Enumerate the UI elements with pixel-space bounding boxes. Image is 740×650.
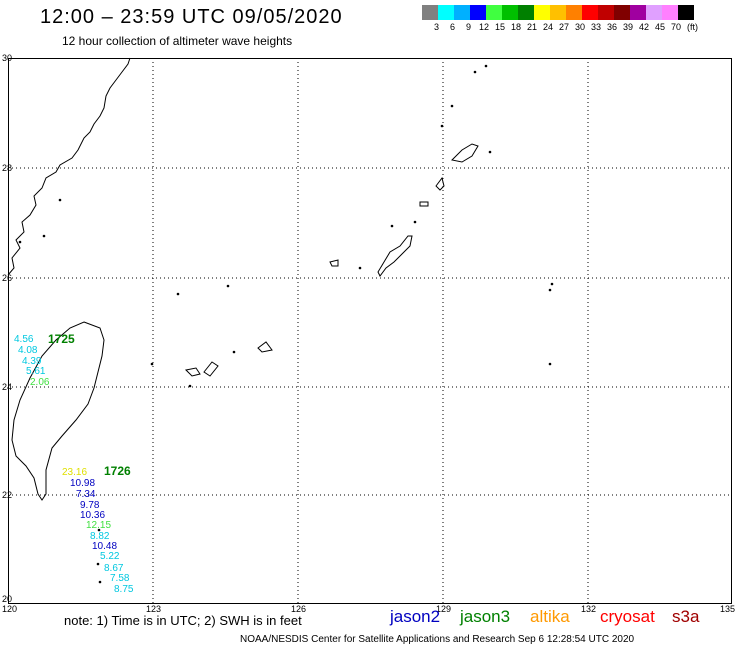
legend-swatch [454, 5, 470, 20]
legend-tick-label: 21 [527, 22, 538, 32]
satellite-s3a-label: s3a [672, 607, 700, 626]
wave-observations: 4.56 4.08 4.39 5.61 2.06 1725 23.16 10.9… [14, 332, 134, 595]
satellite-altika-label: altika [530, 607, 570, 626]
island-b [419, 201, 429, 207]
china-coastline [7, 57, 131, 276]
obs-value: 7.34 [76, 489, 96, 500]
obs-value: 12.15 [86, 520, 111, 531]
legend-swatch [502, 5, 518, 20]
obs-value: 5.22 [100, 551, 120, 562]
obs-value: 10.36 [80, 510, 105, 521]
page-subtitle: 12 hour collection of altimeter wave hei… [62, 34, 293, 48]
obs-time-label: 1726 [104, 464, 131, 478]
satellite-cryosat-label: cryosat [600, 607, 655, 626]
island-miyako [257, 341, 273, 353]
island-c [329, 259, 339, 267]
legend-tick-label: 24 [543, 22, 554, 32]
y-tick-26: 26 [2, 273, 12, 283]
y-tick-24: 24 [2, 382, 12, 392]
map-gridlines [8, 58, 732, 604]
legend-swatch [614, 5, 630, 20]
legend-swatch [582, 5, 598, 20]
y-tick-22: 22 [2, 490, 12, 500]
island-a [435, 176, 445, 191]
color-legend-bar [422, 5, 694, 20]
legend-tick-label: 3 [434, 22, 440, 32]
footer-credit: NOAA/NESDIS Center for Satellite Applica… [240, 634, 635, 645]
legend-tick-label: 9 [466, 22, 472, 32]
obs-value: 4.39 [22, 356, 42, 367]
x-tick-132: 132 [581, 604, 596, 614]
okinawa-outline [377, 235, 413, 277]
island-iriomote [203, 361, 219, 377]
legend-swatch [598, 5, 614, 20]
legend-unit-label: (ft) [687, 22, 698, 32]
obs-value: 2.06 [30, 377, 50, 388]
x-tick-120: 120 [2, 604, 17, 614]
legend-swatch [422, 5, 438, 20]
footer-note: note: 1) Time is in UTC; 2) SWH is in fe… [64, 613, 302, 628]
obs-time-label: 1725 [48, 332, 75, 346]
x-tick-126: 126 [291, 604, 306, 614]
obs-value: 9.78 [80, 500, 100, 511]
x-tick-129: 129 [436, 604, 451, 614]
obs-value: 8.75 [114, 584, 134, 595]
map-frame [8, 58, 732, 604]
legend-tick-label: 39 [623, 22, 634, 32]
island-amami [450, 143, 479, 163]
obs-value: 8.67 [104, 563, 124, 574]
y-tick-20: 20 [2, 594, 12, 604]
legend-tick-label: 70 [671, 22, 682, 32]
legend-swatch [438, 5, 454, 20]
x-tick-123: 123 [146, 604, 161, 614]
axis-labels: 30 28 26 24 22 20 120 123 126 129 132 13… [2, 53, 735, 614]
legend-swatch [662, 5, 678, 20]
legend-swatch [550, 5, 566, 20]
legend-swatch [534, 5, 550, 20]
satellite-jason2-label: jason2 [390, 607, 441, 626]
x-tick-135: 135 [720, 604, 735, 614]
legend-tick-label: 15 [495, 22, 506, 32]
legend-tick-label: 42 [639, 22, 650, 32]
legend-swatch [470, 5, 486, 20]
legend-tick-label: 12 [479, 22, 490, 32]
obs-value: 5.61 [26, 366, 46, 377]
obs-value: 8.82 [90, 531, 110, 542]
page-title: 12:00 – 23:59 UTC 09/05/2020 [40, 6, 343, 28]
taiwan-outline [11, 321, 105, 501]
legend-swatch [518, 5, 534, 20]
satellite-jason3-label: jason3 [460, 607, 511, 626]
legend-tick-label: 36 [607, 22, 618, 32]
obs-value: 23.16 [62, 467, 87, 478]
island-ishigaki [184, 367, 201, 377]
legend-tick-label: 6 [450, 22, 456, 32]
legend-tick-label: 45 [655, 22, 666, 32]
legend-swatch [486, 5, 502, 20]
legend-swatch [678, 5, 694, 20]
legend-swatch [630, 5, 646, 20]
legend-tick-label: 30 [575, 22, 586, 32]
y-tick-30: 30 [2, 53, 12, 63]
small-islands [18, 64, 554, 584]
legend-swatch [566, 5, 582, 20]
y-tick-28: 28 [2, 163, 12, 173]
legend-tick-label: 27 [559, 22, 570, 32]
legend-tick-label: 18 [511, 22, 522, 32]
obs-value: 10.48 [92, 541, 117, 552]
legend-tick-label: 33 [591, 22, 602, 32]
obs-value: 7.58 [110, 573, 130, 584]
obs-value: 4.08 [18, 345, 38, 356]
coastlines [7, 57, 479, 501]
obs-value: 10.98 [70, 478, 95, 489]
legend-swatch [646, 5, 662, 20]
obs-value: 4.56 [14, 334, 34, 345]
